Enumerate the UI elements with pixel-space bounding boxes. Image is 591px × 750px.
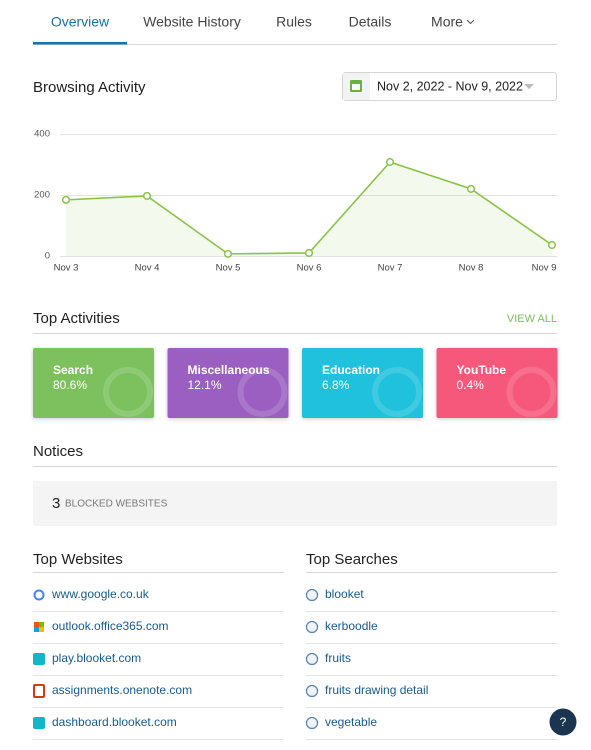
tab[interactable]: Website History — [143, 14, 241, 30]
card-name: Miscellaneous — [188, 363, 270, 377]
section-title: Browsing Activity — [33, 79, 146, 96]
x-tick-label: Nov 6 — [297, 263, 322, 274]
notice-count: 3 — [52, 495, 60, 512]
activity-card[interactable] — [436, 348, 558, 418]
globe-icon — [305, 716, 319, 730]
search-link[interactable]: fruits drawing detail — [325, 683, 428, 697]
x-tick-label: Nov 7 — [378, 263, 403, 274]
notice-box — [33, 481, 557, 526]
x-tick-label: Nov 4 — [135, 263, 160, 274]
x-tick-label: Nov 5 — [216, 263, 241, 274]
globe-icon — [305, 588, 319, 602]
help-label[interactable]: ? — [560, 715, 567, 729]
card-share: 12.1% — [188, 378, 222, 392]
point — [142, 191, 152, 200]
card-share: 80.6% — [53, 378, 87, 392]
website-link[interactable]: www.google.co.uk — [51, 587, 150, 601]
tab[interactable]: More — [431, 14, 463, 30]
icon — [33, 684, 45, 698]
icon — [33, 717, 45, 729]
icon — [39, 622, 44, 627]
y-tick-label: 200 — [34, 190, 50, 201]
card-share: 6.8% — [322, 378, 350, 392]
point — [385, 158, 395, 167]
website-link[interactable]: assignments.onenote.com — [52, 683, 192, 697]
point — [547, 240, 557, 250]
section-title: Top Activities — [33, 310, 120, 327]
point — [61, 195, 71, 204]
search-link[interactable]: vegetable — [325, 715, 377, 729]
point — [466, 184, 476, 193]
y-tick-label: 0 — [45, 251, 50, 262]
icon — [33, 653, 45, 665]
card-name: Search — [53, 363, 93, 377]
activity-card[interactable] — [302, 348, 423, 418]
x-tick-label: Nov 9 — [532, 263, 557, 274]
help-button[interactable] — [549, 708, 577, 736]
icon — [34, 622, 39, 627]
activity-card[interactable] — [33, 348, 154, 418]
card-share: 0.4% — [457, 378, 485, 392]
globe-icon — [305, 684, 319, 698]
dropdown-arrow — [524, 84, 534, 89]
website-link[interactable]: play.blooket.com — [52, 651, 141, 665]
point — [304, 248, 314, 257]
card-name: Education — [322, 363, 380, 377]
section-title: Top Searches — [306, 551, 398, 568]
area — [66, 162, 552, 256]
date-range[interactable]: Nov 2, 2022 - Nov 9, 2022 — [377, 79, 523, 93]
search-link[interactable]: kerboodle — [325, 619, 378, 633]
lists: www.google.co.uk outlook.office365.com pla… — [33, 587, 557, 740]
y-tick-label: 400 — [34, 129, 50, 140]
x-tick-label: Nov 3 — [54, 263, 79, 274]
card-watermark — [237, 367, 288, 417]
icon — [34, 627, 39, 632]
icon — [33, 589, 45, 601]
section-title: Top Websites — [33, 551, 123, 568]
date-picker[interactable] — [342, 72, 557, 101]
tab[interactable]: Overview — [51, 14, 110, 30]
x-tick-label: Nov 8 — [459, 263, 484, 274]
search-link[interactable]: fruits — [325, 651, 351, 665]
section-title: Notices — [33, 443, 83, 460]
globe-icon — [305, 652, 319, 666]
search-link[interactable]: blooket — [325, 587, 364, 601]
active-tab-underline — [33, 42, 127, 45]
website-link[interactable]: dashboard.blooket.com — [52, 715, 177, 729]
activity-card[interactable] — [167, 348, 289, 418]
notice-label: BLOCKED WEBSITES — [65, 499, 168, 510]
website-link[interactable]: outlook.office365.com — [52, 619, 169, 633]
view-all-link[interactable]: VIEW ALL — [507, 313, 557, 325]
icon — [39, 627, 44, 632]
tab[interactable]: Rules — [276, 14, 312, 30]
card-watermark — [372, 367, 422, 417]
globe-icon — [305, 620, 319, 634]
chevron — [466, 19, 475, 25]
point — [223, 249, 233, 258]
calendar-icon-inner — [352, 84, 360, 90]
activity-chart: 0 200 400 Nov 3 Nov 4 Nov 5 Nov 6 Nov 7 Nov 8 Nov… — [34, 129, 557, 274]
card-watermark — [506, 367, 557, 417]
card-watermark — [103, 367, 153, 417]
tab[interactable]: Details — [349, 14, 392, 30]
card-name: YouTube — [457, 363, 507, 377]
